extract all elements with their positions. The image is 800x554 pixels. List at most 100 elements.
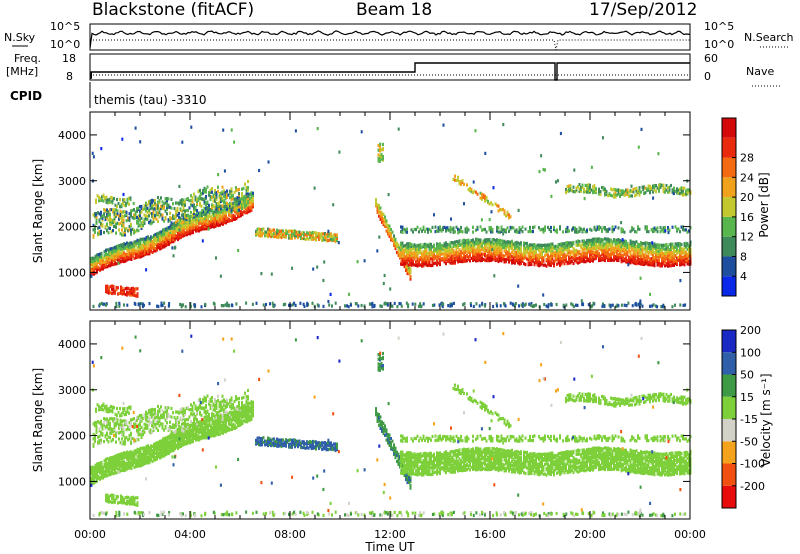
power-cell bbox=[233, 207, 236, 211]
power-cell bbox=[186, 230, 188, 234]
power-cell bbox=[223, 214, 226, 218]
power-cell bbox=[95, 218, 98, 222]
velocity-cell bbox=[106, 470, 109, 474]
power-cell bbox=[106, 257, 109, 261]
power-cell bbox=[458, 243, 461, 247]
power-cell bbox=[683, 256, 686, 260]
power-cell bbox=[542, 230, 545, 234]
power-cell bbox=[406, 258, 408, 262]
power-cell bbox=[599, 226, 602, 230]
power-cell bbox=[563, 258, 566, 262]
power-cell bbox=[673, 186, 675, 190]
power-cell bbox=[222, 304, 225, 308]
power-cell bbox=[212, 193, 215, 197]
power-cell bbox=[545, 247, 548, 251]
power-cell bbox=[145, 249, 148, 253]
nsky-axis-high: 10^5 bbox=[50, 20, 80, 33]
power-cell bbox=[133, 240, 136, 244]
power-cell bbox=[122, 198, 124, 202]
power-cell bbox=[587, 185, 590, 189]
power-cell bbox=[536, 259, 539, 263]
power-cell bbox=[446, 253, 449, 257]
power-cell bbox=[139, 251, 142, 255]
station-title: Blackstone (fitACF) bbox=[92, 0, 255, 20]
power-cell bbox=[625, 243, 627, 247]
power-cell bbox=[220, 196, 222, 200]
power-cell bbox=[150, 243, 152, 247]
power-cell bbox=[682, 189, 684, 193]
power-cell bbox=[662, 303, 665, 307]
power-cell bbox=[643, 262, 645, 267]
power-cell bbox=[394, 237, 397, 241]
power-cell bbox=[130, 289, 133, 293]
power-cell bbox=[300, 234, 302, 238]
power-cell bbox=[93, 262, 95, 266]
power-cell bbox=[686, 262, 689, 266]
power-cell bbox=[115, 255, 118, 260]
power-cell bbox=[163, 227, 166, 231]
power-cell bbox=[605, 237, 608, 241]
power-cell bbox=[562, 260, 564, 264]
power-cell bbox=[668, 253, 671, 257]
power-cell bbox=[116, 205, 118, 209]
power-cell bbox=[223, 169, 226, 173]
power-cell bbox=[201, 215, 203, 219]
power-cell bbox=[623, 239, 626, 243]
power-cell bbox=[106, 252, 109, 256]
power-cell bbox=[117, 248, 119, 252]
power-cell bbox=[632, 261, 635, 265]
power-cell bbox=[518, 226, 521, 230]
nsky-line bbox=[89, 30, 691, 49]
power-cell bbox=[404, 246, 407, 251]
power-cell bbox=[463, 247, 465, 251]
power-cell bbox=[617, 240, 620, 244]
power-cell bbox=[108, 197, 111, 201]
power-cell bbox=[233, 197, 236, 201]
power-cell bbox=[556, 230, 558, 234]
power-cell bbox=[422, 251, 425, 255]
power-cell bbox=[255, 231, 257, 236]
power-cell bbox=[557, 251, 560, 255]
power-cell bbox=[378, 204, 380, 208]
power-cell bbox=[512, 244, 515, 248]
power-cell bbox=[450, 304, 453, 308]
power-cell bbox=[532, 248, 534, 253]
power-cell bbox=[659, 243, 662, 247]
y-tick-label: 3000 bbox=[58, 175, 86, 188]
power-cell bbox=[199, 196, 201, 201]
power-cell bbox=[547, 249, 549, 253]
power-cell bbox=[548, 249, 551, 253]
power-cell bbox=[412, 251, 414, 255]
power-cell bbox=[458, 241, 461, 245]
power-cell bbox=[112, 289, 115, 293]
power-cell bbox=[605, 228, 608, 232]
power-cell bbox=[584, 247, 587, 251]
power-cell bbox=[191, 200, 194, 204]
power-cell bbox=[126, 303, 129, 307]
power-cell bbox=[178, 184, 181, 188]
power-cell bbox=[142, 220, 144, 224]
power-cell bbox=[656, 226, 659, 230]
power-cell bbox=[311, 301, 314, 305]
power-cell bbox=[544, 247, 546, 251]
power-cell bbox=[641, 259, 644, 263]
power-cell bbox=[207, 214, 209, 218]
power-cell bbox=[210, 225, 212, 229]
velocity-cell bbox=[100, 467, 103, 471]
power-cell bbox=[484, 258, 486, 262]
power-cell bbox=[285, 235, 287, 239]
power-cell bbox=[649, 304, 651, 308]
power-cell bbox=[622, 228, 624, 232]
velocity-cell bbox=[145, 458, 148, 462]
power-cell bbox=[652, 227, 654, 231]
power-cell bbox=[490, 254, 492, 258]
power-colorbar-label: Power [dB] bbox=[757, 172, 771, 237]
power-cell bbox=[147, 242, 149, 246]
power-cell bbox=[235, 189, 237, 193]
power-cell bbox=[140, 206, 143, 210]
power-cell bbox=[454, 252, 456, 257]
power-cell bbox=[635, 191, 638, 195]
power-cell bbox=[100, 301, 103, 306]
power-cell bbox=[581, 259, 584, 263]
colorbar-frame bbox=[721, 117, 737, 297]
